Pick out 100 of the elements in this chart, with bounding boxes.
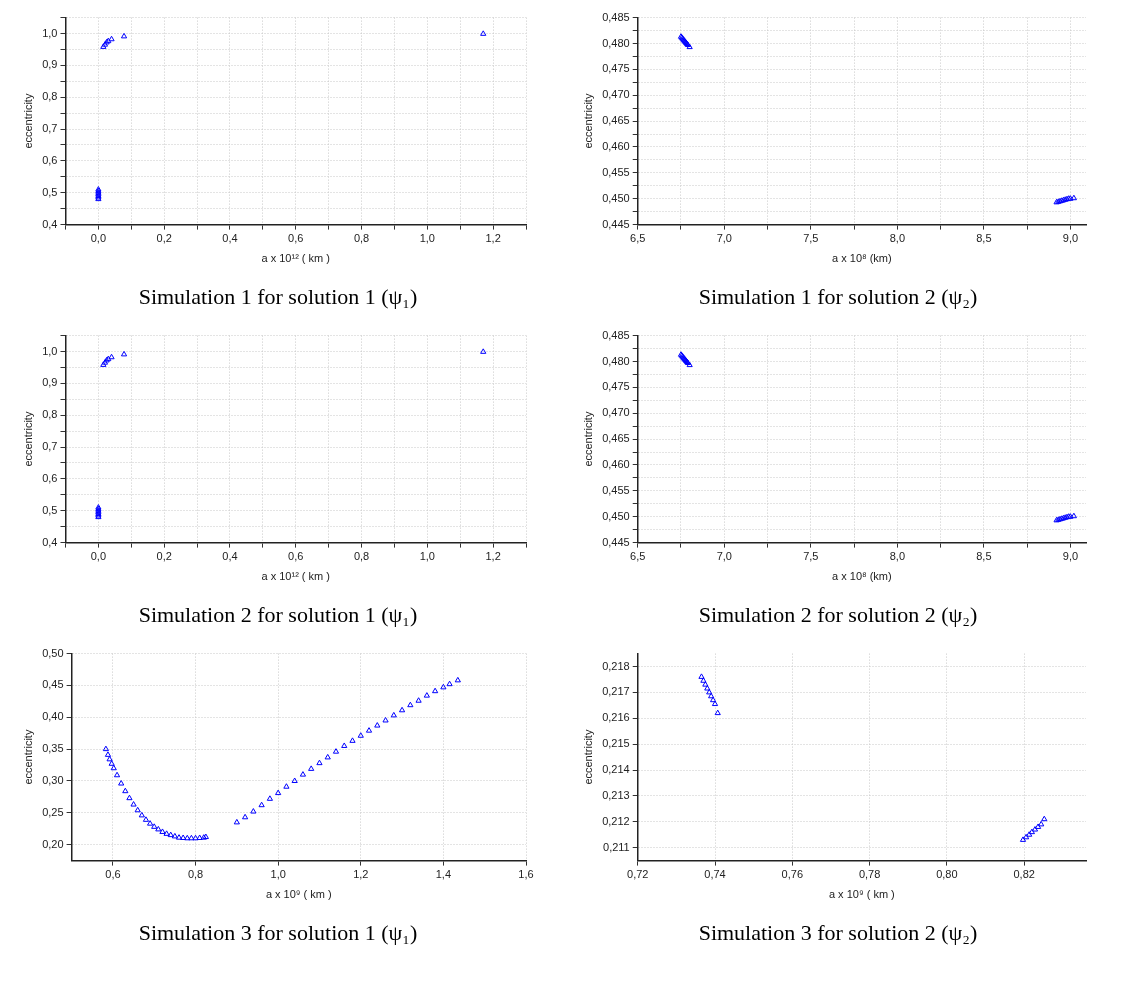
point [709,696,717,703]
x-tick-label: 0,4 [222,550,238,563]
y-tick-label: 0,450 [602,191,630,204]
x-tick-label: 0,6 [288,232,304,245]
y-tick-label: 0,25 [42,805,64,818]
point [706,688,713,695]
point [104,751,112,757]
point [171,832,178,839]
point [134,806,141,813]
y-tick-label: 0,455 [602,165,630,178]
point [711,700,719,707]
point [102,745,109,752]
x-tick-label: 1,0 [419,550,435,563]
point [108,760,115,766]
point [110,764,117,771]
point [365,727,373,733]
y-tick-label: 0,214 [602,763,630,776]
x-tick-label: 0,76 [781,868,804,881]
point [184,834,191,841]
x-tick-label: 0,6 [288,550,304,563]
y-tick-label: 1,0 [42,344,58,357]
y-tick-label: 0,480 [602,36,630,49]
point [446,680,453,687]
y-tick-label: 0,7 [42,440,58,453]
y-axis-title: eccentricity [21,411,34,467]
x-tick-label: 1,2 [485,550,501,563]
text: Simulation 3 for solution 2 (ψ₂) [698,920,978,947]
x-tick-label: 0,72 [627,868,649,881]
x-tick-label: 1,2 [485,232,501,245]
x-tick-label: 7,5 [803,232,819,245]
point [480,348,487,354]
y-tick-label: 0,211 [603,840,630,853]
y-tick-label: 0,4 [42,535,58,548]
point [407,701,414,708]
y-axis-title: eccentricity [21,93,34,149]
x-tick-label: 1,6 [518,868,534,881]
x-tick-label: 0,74 [704,868,726,881]
point [242,813,249,820]
y-tick-label: 0,50 [42,646,64,659]
x-tick-label: 9,0 [1062,232,1079,245]
point [308,765,315,771]
point [163,830,170,836]
point [1041,815,1048,822]
x-tick-label: 1,0 [270,868,286,881]
y-tick-label: 0,9 [42,58,58,71]
point [1023,833,1030,840]
point [155,825,162,832]
y-axis-title: eccentricity [581,411,594,467]
point [1019,836,1027,842]
y-tick-label: 0,40 [42,710,64,723]
y-tick-label: 0,6 [42,153,58,166]
x-tick-label: 0,8 [353,232,370,245]
y-tick-label: 0,20 [42,837,64,850]
x-tick-label: 0,8 [353,550,370,563]
x-tick-label: 0,8 [187,868,204,881]
y-tick-label: 1,0 [42,26,58,39]
x-axis-title: a x 10⁸ (km) [832,252,892,265]
x-tick-label: 0,0 [90,232,107,245]
x-tick-label: 8,0 [889,550,905,563]
point [714,709,721,716]
x-tick-label: 0,2 [156,550,172,563]
point [704,685,711,691]
x-tick-label: 7,5 [803,550,819,563]
point [1031,826,1039,832]
y-axis-title: eccentricity [581,729,594,785]
x-tick-label: 8,5 [976,550,992,563]
point [147,820,154,826]
x-tick-label: 1,0 [419,232,435,245]
text: Simulation 3 for solution 1 (ψ₁) [138,920,418,947]
point [440,683,447,690]
text: Simulation 1 for solution 2 (ψ₂) [698,284,978,311]
y-tick-label: 0,455 [602,483,630,496]
point [250,808,257,814]
y-tick-label: 0,465 [602,432,630,445]
y-tick-label: 0,216 [602,711,630,724]
x-axis-title: a x 10⁹ ( km ) [828,888,895,901]
point [382,716,389,723]
point [291,777,298,783]
x-axis-title: a x 10⁹ ( km ) [265,888,332,901]
y-tick-label: 0,480 [602,354,630,367]
x-axis-title: a x 10¹² ( km ) [261,252,330,265]
x-tick-label: 0,78 [858,868,881,881]
y-tick-label: 0,212 [602,814,630,827]
point [700,677,707,683]
x-axis-title: a x 10⁸ (km) [832,570,892,583]
point [698,673,705,679]
point [120,32,128,39]
point [122,787,129,794]
x-tick-label: 6,5 [630,550,646,563]
x-tick-label: 8,0 [889,232,905,245]
x-tick-label: 8,5 [976,232,992,245]
point [1028,828,1035,835]
point [120,350,128,357]
point [159,828,166,834]
y-tick-label: 0,485 [602,328,630,341]
y-tick-label: 0,6 [42,471,58,484]
point [324,753,331,760]
y-tick-label: 0,30 [42,774,64,787]
point [374,722,381,728]
point [283,783,290,789]
